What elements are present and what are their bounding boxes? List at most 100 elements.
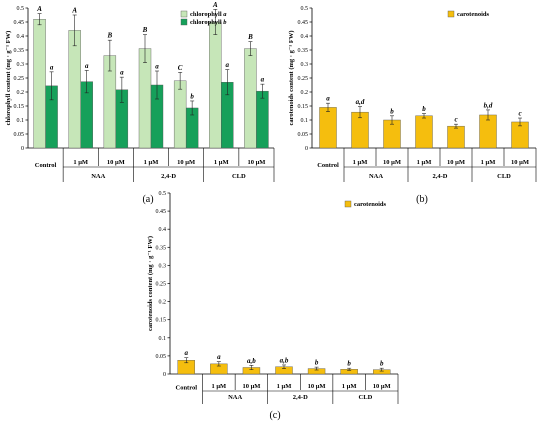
bar (138, 48, 152, 149)
y-axis-label: carotenoids content (mg · g⁻¹ FW) (288, 31, 295, 126)
y-tick-label: 0.05 (298, 132, 309, 138)
significance-label: b (347, 360, 351, 368)
significance-label: B (142, 26, 148, 34)
bar (209, 21, 222, 149)
panel-label: (b) (416, 194, 428, 205)
x-tick-label: 10 μM (511, 159, 529, 166)
legend-swatch (180, 10, 188, 18)
y-tick-label: 0 (163, 372, 166, 378)
significance-label: a (226, 61, 230, 69)
significance-label: a (155, 63, 159, 71)
chart-b: 0 0.05 0.1 0.15 0.2 0.25 0.3 0.35 0.4 0.45 0.5 caro… (288, 6, 537, 205)
y-tick-label: 0.4 (17, 34, 25, 40)
group-label: NAA (369, 173, 383, 180)
x-tick-label: 1 μM (214, 159, 229, 166)
y-axis-label: chlorophyll content (mg · g⁻¹ FW) (5, 31, 12, 126)
group-label: CLD (497, 173, 511, 180)
bar (244, 48, 257, 149)
y-tick-label: 0.1 (159, 336, 167, 342)
y-tick-label: 0.3 (301, 62, 309, 68)
y-tick-label: 0.15 (14, 104, 25, 110)
bar (415, 115, 433, 149)
y-tick-label: 0.2 (159, 300, 167, 306)
y-tick-label: 0.15 (298, 104, 309, 110)
panel-label: (a) (142, 194, 153, 205)
group-label: Control (317, 162, 339, 169)
x-tick-label: 1 μM (417, 159, 432, 166)
significance-label: a,d (356, 98, 365, 106)
significance-label: a (217, 353, 221, 361)
bar (33, 19, 46, 149)
y-tick-label: 0.1 (301, 118, 309, 124)
significance-label: b (380, 360, 384, 368)
y-tick-label: 0 (21, 146, 24, 152)
group-label: Control (176, 385, 198, 392)
significance-label: a (50, 63, 54, 71)
significance-label: A (36, 5, 42, 13)
significance-label: b (190, 92, 194, 100)
y-tick-label: 0.1 (17, 118, 25, 124)
y-tick-label: 0.45 (298, 20, 309, 26)
significance-label: a (326, 95, 330, 103)
x-tick-label: 1 μM (481, 159, 496, 166)
x-tick-label: 1 μM (342, 383, 357, 390)
group-label: Control (35, 162, 57, 169)
y-tick-label: 0.25 (156, 282, 167, 288)
group-label: CLD (232, 173, 246, 180)
x-tick-label: 10 μM (373, 383, 391, 390)
x-tick-label: 10 μM (383, 159, 401, 166)
group-label: NAA (228, 394, 242, 401)
x-tick-label: 1 μM (73, 159, 88, 166)
y-tick-label: 0 (305, 146, 308, 152)
significance-label: B (247, 33, 253, 41)
significance-label: b (315, 359, 319, 367)
x-tick-label: 1 μM (277, 383, 292, 390)
y-tick-label: 0.4 (301, 34, 309, 40)
y-tick-label: 0.45 (156, 209, 167, 215)
legend-swatch (447, 10, 455, 18)
bar (173, 80, 187, 149)
x-tick-label: 10 μM (308, 383, 326, 390)
legend-entry: carotenoids (354, 201, 386, 208)
significance-label: b (422, 105, 426, 113)
y-tick-label: 0.05 (14, 132, 25, 138)
significance-label: c (518, 110, 521, 118)
group-label: NAA (91, 173, 105, 180)
y-tick-label: 0.5 (159, 191, 167, 197)
x-tick-label: 10 μM (447, 159, 465, 166)
y-tick-label: 0.4 (159, 227, 167, 233)
significance-label: A (71, 7, 77, 15)
y-tick-label: 0.45 (14, 20, 25, 26)
y-tick-label: 0.3 (17, 62, 25, 68)
y-tick-label: 0.5 (301, 6, 309, 12)
significance-label: a,b (247, 357, 256, 365)
legend-entry: chlorophyll b (190, 19, 227, 26)
x-tick-label: 10 μM (247, 159, 265, 166)
legend-swatch (344, 200, 352, 208)
panel-label: (c) (269, 410, 280, 421)
y-tick-label: 0.5 (17, 6, 25, 12)
significance-label: C (178, 64, 183, 72)
significance-label: B (107, 32, 113, 40)
bar (256, 90, 269, 149)
significance-label: a,b (280, 356, 289, 364)
significance-label: b (390, 107, 394, 115)
x-tick-label: 1 μM (212, 383, 227, 390)
chart-c: 0 0.05 0.1 0.15 0.2 0.25 0.3 0.35 0.4 0.45 0.5 caro… (147, 191, 399, 421)
y-tick-label: 0.25 (14, 76, 25, 82)
group-label: 2,4-D (293, 394, 308, 401)
significance-label: b,d (484, 101, 493, 109)
y-tick-label: 0.35 (156, 245, 167, 251)
y-tick-label: 0.3 (159, 263, 167, 269)
significance-label: a (185, 349, 189, 357)
significance-label: c (454, 116, 457, 124)
bar (319, 107, 337, 149)
y-tick-label: 0.25 (298, 76, 309, 82)
significance-label: a (120, 69, 124, 77)
x-tick-label: 10 μM (107, 159, 125, 166)
y-tick-label: 0.2 (17, 90, 25, 96)
legend-entry: chlorophyll a (190, 11, 227, 18)
y-tick-label: 0.05 (156, 354, 167, 360)
x-tick-label: 10 μM (177, 159, 195, 166)
